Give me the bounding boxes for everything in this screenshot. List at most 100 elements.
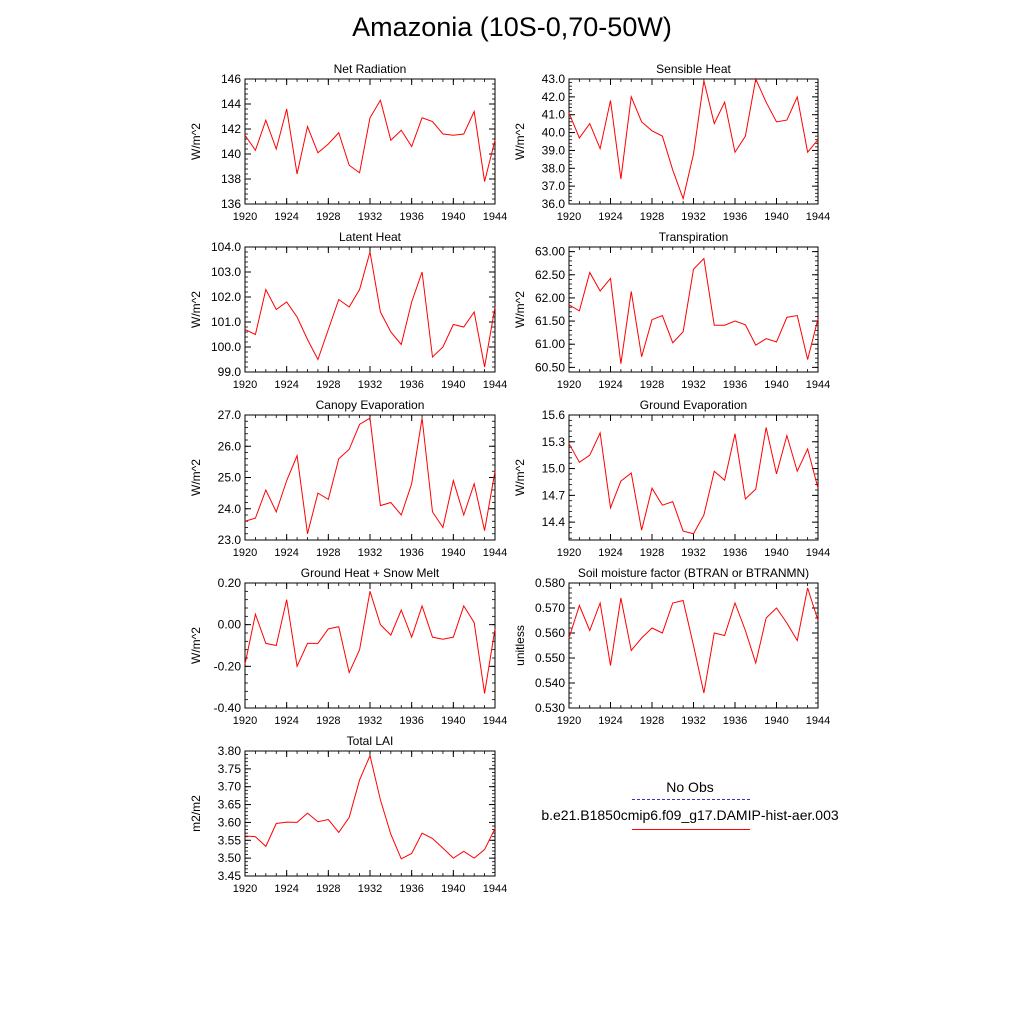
y-tick-label: -0.40 — [214, 701, 242, 715]
x-tick-label: 1944 — [483, 883, 507, 895]
y-tick-label: 23.0 — [218, 533, 242, 547]
x-tick-label: 1924 — [598, 715, 622, 727]
y-tick-label: 0.540 — [535, 676, 565, 690]
chart-panel: 1920 1924 1928 1932 1936 1940 1944 0.530 0.540 0.… — [513, 566, 830, 727]
y-tick-label: 14.4 — [542, 515, 566, 529]
y-tick-label: 60.50 — [535, 360, 565, 374]
chart-panel: 1920 1924 1928 1932 1936 1940 1944 99.0 100.0 101… — [189, 230, 507, 391]
x-tick-label: 1944 — [806, 211, 830, 223]
plot-frame — [244, 78, 496, 205]
x-tick-label: 1932 — [681, 211, 705, 223]
panel-title: Canopy Evaporation — [316, 398, 425, 412]
y-tick-label: 0.00 — [218, 618, 242, 632]
y-tick-label: 3.75 — [218, 762, 242, 776]
x-tick-label: 1920 — [233, 883, 257, 895]
series-line — [568, 257, 819, 364]
chart-panel: 1920 1924 1928 1932 1936 1940 1944 3.45 3.50 3.55… — [189, 734, 507, 895]
x-tick-label: 1932 — [681, 379, 705, 391]
x-tick-label: 1932 — [358, 547, 382, 559]
y-axis-label: W/m^2 — [189, 123, 203, 160]
y-tick-label: 136 — [221, 197, 241, 211]
y-axis-label: W/m^2 — [513, 459, 527, 496]
y-tick-label: 63.00 — [535, 245, 565, 259]
plot-frame — [244, 246, 496, 373]
y-tick-label: 27.0 — [218, 408, 242, 422]
y-tick-label: 3.70 — [218, 780, 242, 794]
chart-panel: 1920 1924 1928 1932 1936 1940 1944 14.4 14.7 15.0… — [513, 398, 830, 559]
y-tick-label: 24.0 — [218, 502, 242, 516]
chart-panel: 1920 1924 1928 1932 1936 1940 1944 136 138 140 142… — [189, 62, 507, 223]
x-tick-label: 1936 — [399, 379, 423, 391]
x-tick-label: 1924 — [598, 379, 622, 391]
x-tick-label: 1920 — [557, 211, 581, 223]
x-tick-label: 1944 — [483, 379, 507, 391]
panel-title: Ground Evaporation — [640, 398, 747, 412]
y-tick-label: 3.65 — [218, 798, 242, 812]
y-tick-label: 61.50 — [535, 314, 565, 328]
plot-frame — [244, 414, 496, 541]
y-tick-label: 140 — [221, 147, 241, 161]
y-tick-label: 0.20 — [218, 576, 242, 590]
x-tick-label: 1920 — [557, 547, 581, 559]
x-tick-label: 1924 — [598, 547, 622, 559]
x-tick-label: 1940 — [764, 379, 788, 391]
y-tick-label: 36.0 — [542, 197, 566, 211]
y-tick-label: 3.45 — [218, 869, 242, 883]
x-tick-label: 1924 — [598, 211, 622, 223]
y-tick-label: 15.6 — [542, 408, 566, 422]
y-axis-label: W/m^2 — [513, 123, 527, 160]
y-tick-label: 15.3 — [542, 435, 566, 449]
y-axis-label: W/m^2 — [189, 291, 203, 328]
y-tick-label: 37.0 — [542, 179, 566, 193]
x-tick-label: 1928 — [640, 379, 664, 391]
x-tick-label: 1936 — [399, 211, 423, 223]
y-tick-label: 101.0 — [211, 315, 241, 329]
y-tick-label: 62.00 — [535, 291, 565, 305]
panel-title: Ground Heat + Snow Melt — [301, 566, 440, 580]
y-tick-label: 103.0 — [211, 265, 241, 279]
panel-title: Total LAI — [347, 734, 394, 748]
x-tick-label: 1936 — [723, 379, 747, 391]
series-line — [568, 77, 819, 201]
y-tick-label: 3.60 — [218, 815, 242, 829]
x-tick-label: 1932 — [681, 715, 705, 727]
y-axis-label: m2/m2 — [189, 795, 203, 832]
legend-obs-label: No Obs — [666, 779, 714, 795]
x-tick-label: 1928 — [316, 379, 340, 391]
y-tick-label: 0.570 — [535, 601, 565, 615]
x-tick-label: 1920 — [557, 379, 581, 391]
y-tick-label: 146 — [221, 72, 241, 86]
x-tick-label: 1940 — [441, 715, 465, 727]
x-tick-label: 1928 — [316, 715, 340, 727]
x-tick-label: 1936 — [399, 547, 423, 559]
x-tick-label: 1928 — [316, 211, 340, 223]
y-tick-label: 25.0 — [218, 471, 242, 485]
x-tick-label: 1932 — [358, 211, 382, 223]
x-tick-label: 1936 — [399, 883, 423, 895]
x-tick-label: 1932 — [681, 547, 705, 559]
y-tick-label: 39.0 — [542, 143, 566, 157]
legend-case-line — [632, 829, 750, 830]
x-tick-label: 1920 — [233, 211, 257, 223]
x-tick-label: 1936 — [723, 211, 747, 223]
y-tick-label: 3.55 — [218, 833, 242, 847]
chart-panel: 1920 1924 1928 1932 1936 1940 1944 23.0 24.0 25.0… — [189, 398, 507, 559]
plot-frame — [244, 750, 496, 877]
y-tick-label: 3.50 — [218, 851, 242, 865]
x-tick-label: 1940 — [441, 547, 465, 559]
y-tick-label: 99.0 — [218, 365, 242, 379]
x-tick-label: 1928 — [640, 715, 664, 727]
y-tick-label: 40.0 — [542, 126, 566, 140]
x-tick-label: 1920 — [233, 379, 257, 391]
chart-panel: 1920 1924 1928 1932 1936 1940 1944 60.50 61.00 61… — [513, 230, 830, 391]
series-line — [568, 587, 819, 694]
x-tick-label: 1936 — [723, 715, 747, 727]
y-tick-label: 14.7 — [542, 488, 566, 502]
x-tick-label: 1932 — [358, 379, 382, 391]
y-tick-label: 100.0 — [211, 340, 241, 354]
x-tick-label: 1920 — [233, 547, 257, 559]
x-tick-label: 1928 — [316, 547, 340, 559]
x-tick-label: 1924 — [274, 379, 298, 391]
plot-frame — [244, 582, 496, 709]
page-title: Amazonia (10S-0,70-50W) — [352, 12, 672, 42]
